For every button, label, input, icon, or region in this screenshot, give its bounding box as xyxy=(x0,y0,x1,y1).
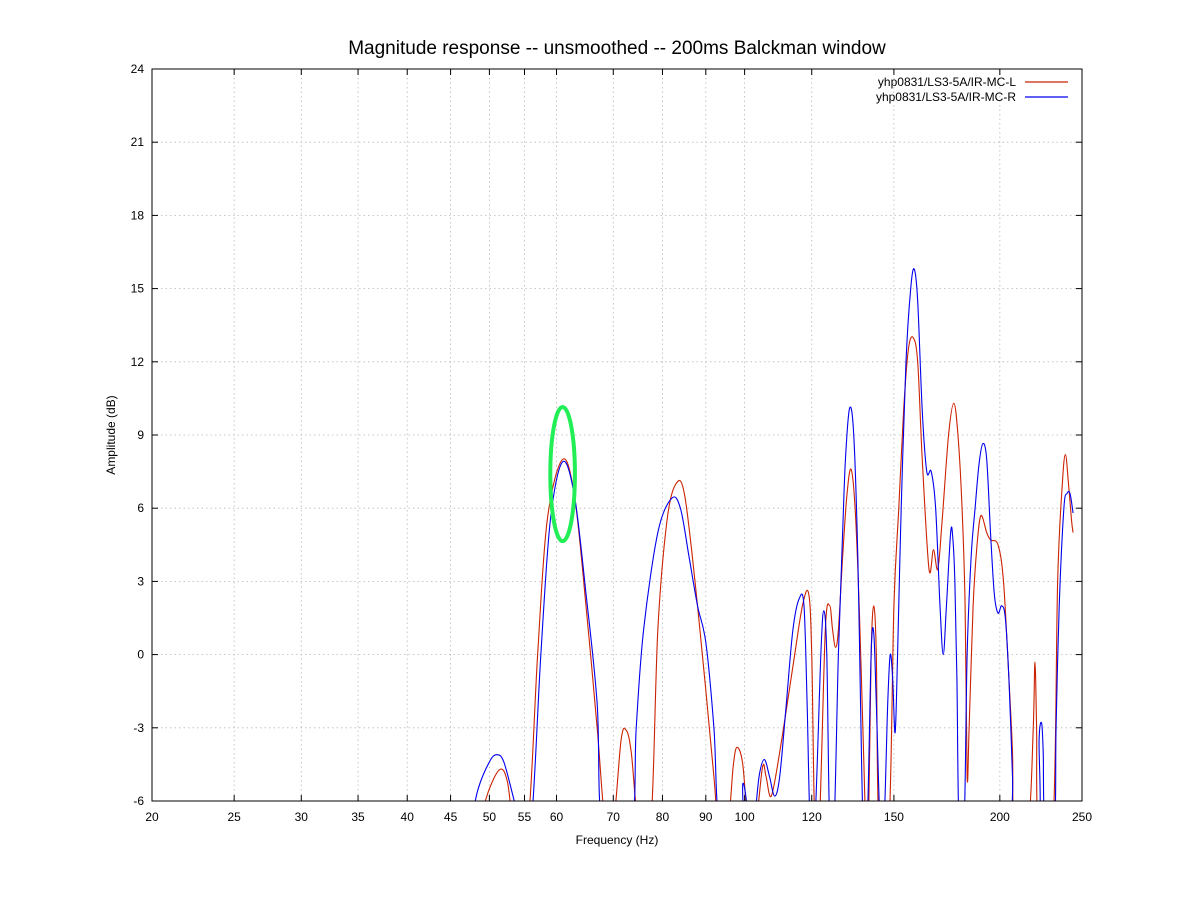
x-tick-label: 120 xyxy=(802,810,822,824)
x-tick-label: 200 xyxy=(990,810,1010,824)
y-tick-label: 12 xyxy=(131,355,145,369)
x-tick-label: 90 xyxy=(699,810,713,824)
y-tick-label: 6 xyxy=(137,501,144,515)
highlight-circle xyxy=(548,404,577,544)
y-tick-label: 15 xyxy=(131,282,145,296)
y-tick-label: 18 xyxy=(131,208,145,222)
y-axis-label: Amplitude (dB) xyxy=(104,395,118,474)
legend-label: yhp0831/LS3-5A/IR-MC-R xyxy=(876,90,1016,104)
y-tick-label: -3 xyxy=(133,721,144,735)
x-axis-label: Frequency (Hz) xyxy=(576,833,659,847)
x-tick-label: 20 xyxy=(145,810,159,824)
y-tick-label: 9 xyxy=(137,428,144,442)
y-tick-label: -6 xyxy=(133,794,144,808)
chart-title: Magnitude response -- unsmoothed -- 200m… xyxy=(348,38,886,59)
x-tick-label: 150 xyxy=(884,810,904,824)
grid-lines xyxy=(152,69,1082,801)
legend: yhp0831/LS3-5A/IR-MC-Lyhp0831/LS3-5A/IR-… xyxy=(876,75,1068,104)
x-tick-label: 30 xyxy=(295,810,309,824)
x-tick-label: 35 xyxy=(351,810,365,824)
series-line-right xyxy=(474,268,1074,801)
x-tick-label: 25 xyxy=(227,810,241,824)
tick-labels: 20 25 30 35 40 45 50 55 60 70 80 90 100 120 150 200 250-… xyxy=(131,62,1093,824)
x-tick-label: 250 xyxy=(1072,810,1092,824)
x-tick-label: 80 xyxy=(656,810,670,824)
plot-frame xyxy=(151,68,1083,802)
y-tick-label: 3 xyxy=(137,574,144,588)
y-tick-label: 21 xyxy=(131,135,145,149)
x-tick-label: 55 xyxy=(518,810,532,824)
y-tick-label: 0 xyxy=(137,648,144,662)
x-tick-label: 50 xyxy=(483,810,497,824)
legend-label: yhp0831/LS3-5A/IR-MC-L xyxy=(878,75,1016,89)
x-tick-label: 60 xyxy=(550,810,564,824)
y-tick-label: 24 xyxy=(131,62,145,76)
x-tick-label: 100 xyxy=(735,810,755,824)
x-tick-label: 70 xyxy=(607,810,621,824)
x-tick-label: 40 xyxy=(401,810,415,824)
x-tick-label: 45 xyxy=(444,810,458,824)
plot-area xyxy=(474,268,1074,801)
